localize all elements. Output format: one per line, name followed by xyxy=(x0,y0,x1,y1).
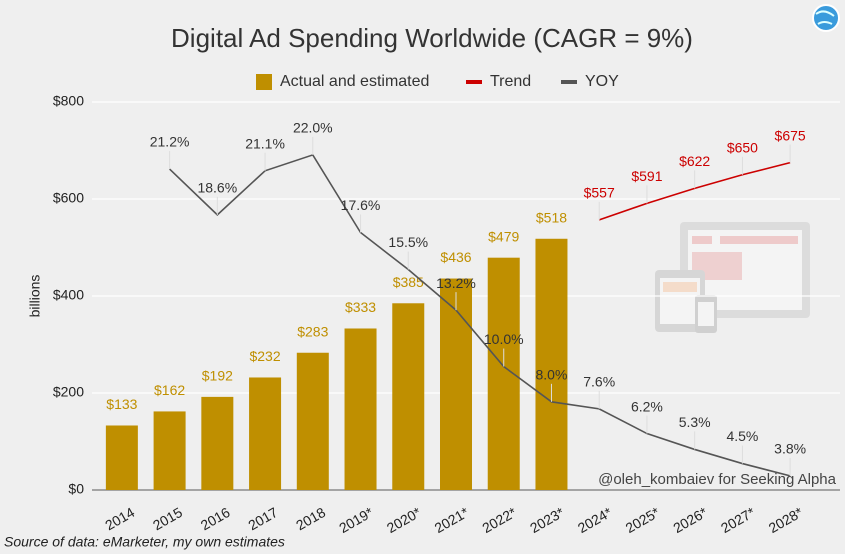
data-label: $385 xyxy=(393,274,424,290)
data-label: $232 xyxy=(249,348,280,364)
data-label: 6.2% xyxy=(631,398,663,414)
data-label: $675 xyxy=(775,127,806,143)
y-tick-label: $200 xyxy=(53,384,84,400)
data-label: 21.1% xyxy=(245,135,285,151)
bar xyxy=(201,396,234,490)
data-label: $333 xyxy=(345,299,376,315)
data-label: 22.0% xyxy=(293,120,333,136)
data-label: $283 xyxy=(297,323,328,339)
bar xyxy=(105,425,138,490)
data-label: 18.6% xyxy=(197,180,237,196)
y-tick-label: $0 xyxy=(68,481,84,497)
data-label: 21.2% xyxy=(150,134,190,150)
globe-icon xyxy=(812,4,840,32)
legend-label: Actual and estimated xyxy=(280,73,429,90)
data-label: $479 xyxy=(488,228,519,244)
bar xyxy=(344,328,377,490)
data-label: $162 xyxy=(154,382,185,398)
bar xyxy=(535,238,568,490)
data-label: $622 xyxy=(679,153,710,169)
line xyxy=(169,153,791,477)
bar xyxy=(440,278,472,490)
bar xyxy=(153,411,186,490)
data-label: 7.6% xyxy=(583,374,615,390)
bar xyxy=(296,352,329,490)
bar xyxy=(392,303,425,490)
y-tick-label: $400 xyxy=(53,287,84,303)
data-label: 15.5% xyxy=(388,234,428,250)
data-label: 5.3% xyxy=(679,414,711,430)
data-label: $518 xyxy=(536,209,567,225)
data-label: 3.8% xyxy=(774,441,806,457)
legend-label: Trend xyxy=(490,73,531,90)
data-label: $650 xyxy=(727,139,758,155)
data-label: $133 xyxy=(106,396,137,412)
data-label: $436 xyxy=(440,249,471,265)
data-label: 4.5% xyxy=(726,428,758,444)
data-label: 17.6% xyxy=(341,197,381,213)
source-note: Source of data: eMarketer, my own estima… xyxy=(4,534,285,550)
data-label: 8.0% xyxy=(536,367,568,383)
bar xyxy=(249,377,282,490)
data-label: 13.2% xyxy=(436,275,476,291)
decoration xyxy=(655,222,810,333)
legend-swatch xyxy=(256,74,272,90)
data-label: $591 xyxy=(631,168,662,184)
data-label: $192 xyxy=(202,368,233,384)
legend-label: YOY xyxy=(585,73,619,90)
data-label: 10.0% xyxy=(484,331,524,347)
y-tick-label: $600 xyxy=(53,190,84,206)
annotation: @oleh_kombaiev for Seeking Alpha xyxy=(598,471,837,488)
chart-title: Digital Ad Spending Worldwide (CAGR = 9%… xyxy=(171,23,693,53)
data-label: $557 xyxy=(584,185,615,201)
y-axis-label: billions xyxy=(27,275,43,318)
y-tick-label: $800 xyxy=(53,93,84,109)
